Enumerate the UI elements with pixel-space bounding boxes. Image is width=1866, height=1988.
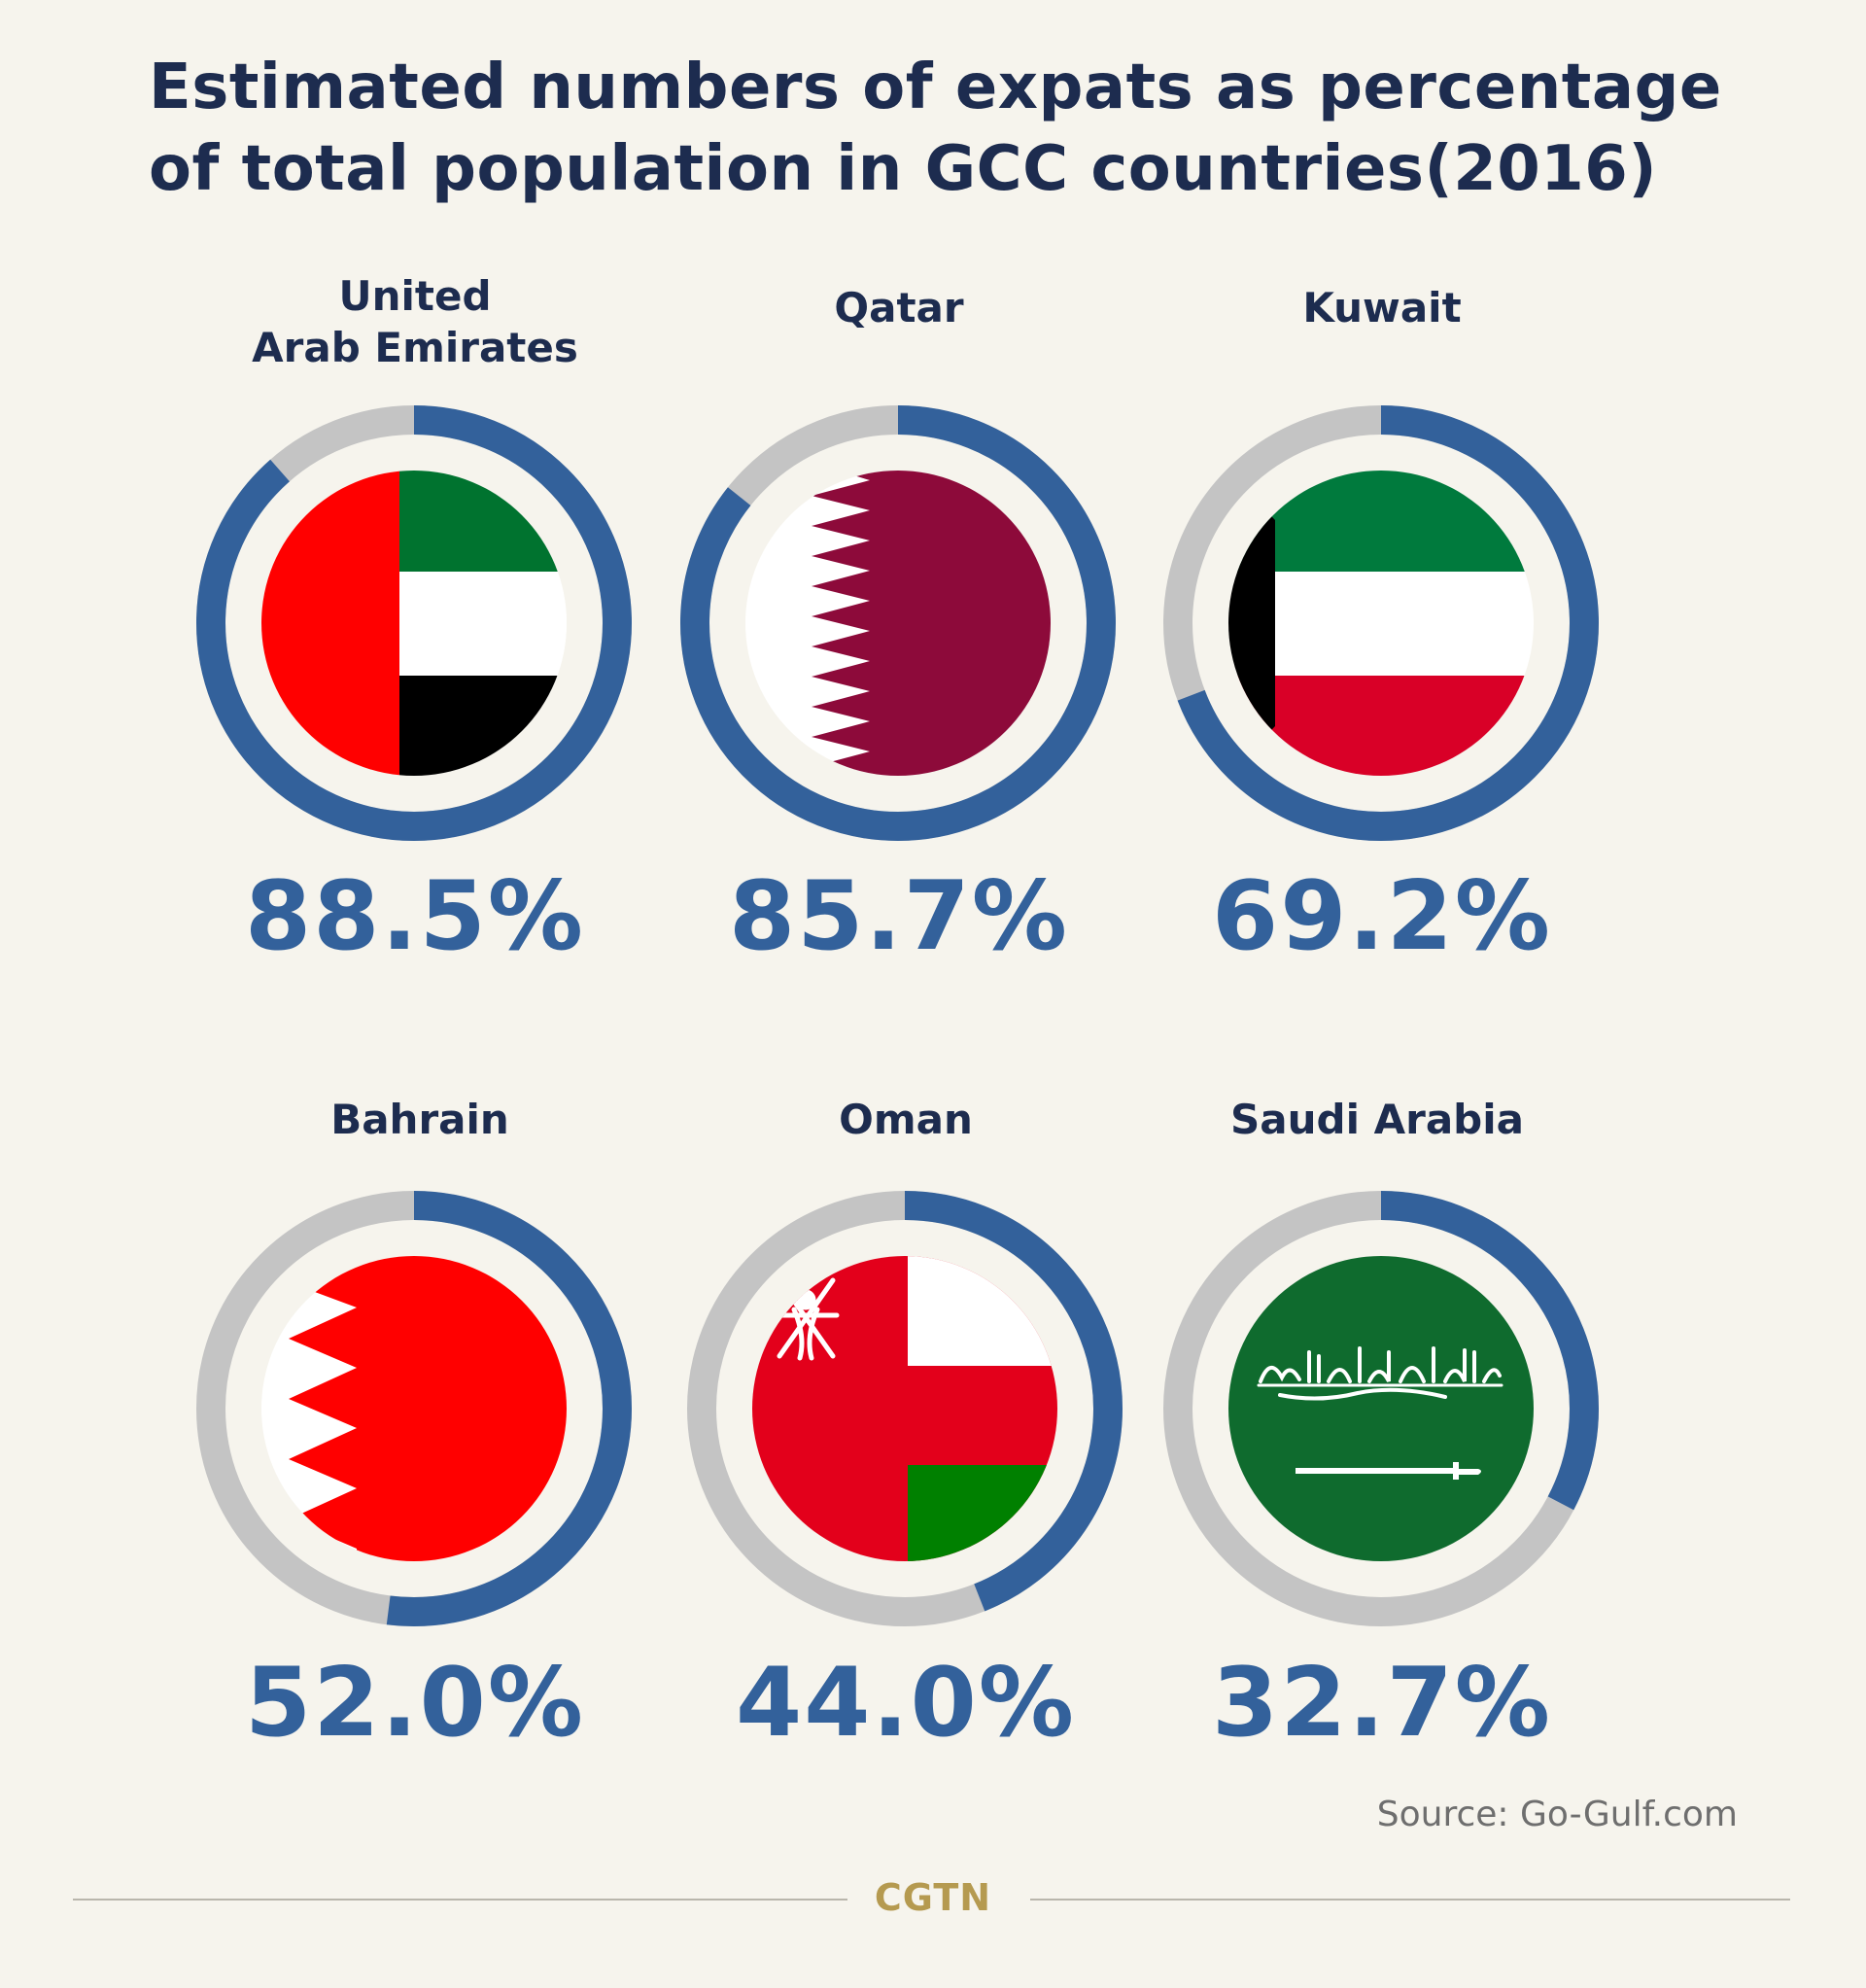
oman-flag <box>752 1256 1057 1561</box>
ring-saudi-arabia <box>1163 1191 1599 1626</box>
saudi-arabia-flag <box>1228 1256 1534 1561</box>
bahrain-flag <box>261 1256 567 1561</box>
country-label-kuwait: Kuwait <box>1302 284 1462 331</box>
ring-progress <box>196 1191 632 1626</box>
ring-qatar <box>680 405 1116 841</box>
ring-progress <box>680 405 1116 841</box>
ring-progress <box>1163 1191 1599 1626</box>
percentage-label-saudi-arabia: 32.7% <box>1212 1648 1552 1759</box>
brand-logo: CGTN <box>874 1876 992 1919</box>
ring-oman <box>687 1191 1123 1626</box>
source-note: Source: Go-Gulf.com <box>1376 1795 1738 1834</box>
country-label-oman: Oman <box>839 1096 973 1143</box>
percentage-label-bahrain: 52.0% <box>245 1648 585 1759</box>
ring-progress <box>196 405 632 841</box>
ring-progress <box>687 1191 1123 1626</box>
qatar-flag <box>745 471 1051 776</box>
ring-bahrain <box>196 1191 632 1626</box>
percentage-label-kuwait: 69.2% <box>1212 861 1552 972</box>
kuwait-flag <box>1228 471 1534 776</box>
country-label-qatar: Qatar <box>834 284 964 331</box>
ring-uae <box>196 405 632 841</box>
footer-divider-left <box>73 1899 847 1901</box>
sword-icon <box>1296 1462 1481 1480</box>
country-label-saudi-arabia: Saudi Arabia <box>1230 1096 1524 1143</box>
ring-progress <box>1163 405 1599 841</box>
shahada-calligraphy-icon <box>1257 1346 1503 1401</box>
chart-title: Estimated numbers of expats as percentag… <box>149 52 1722 205</box>
percentage-label-qatar: 85.7% <box>729 861 1069 972</box>
ring-kuwait <box>1163 405 1599 841</box>
country-label-uae: United Arab Emirates <box>252 272 578 371</box>
country-label-bahrain: Bahrain <box>330 1096 509 1143</box>
uae-flag <box>261 471 567 776</box>
percentage-label-uae: 88.5% <box>245 861 585 972</box>
footer-divider-right <box>1030 1899 1790 1901</box>
percentage-label-oman: 44.0% <box>736 1648 1076 1759</box>
